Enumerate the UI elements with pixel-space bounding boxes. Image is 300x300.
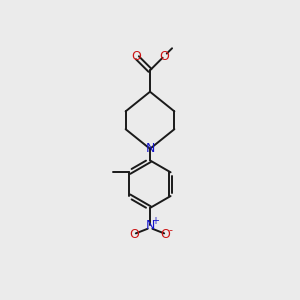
Text: O: O bbox=[130, 228, 140, 241]
Text: O: O bbox=[131, 50, 141, 63]
Text: O: O bbox=[160, 228, 170, 241]
Text: N: N bbox=[145, 219, 155, 232]
Text: N: N bbox=[145, 142, 155, 155]
Text: +: + bbox=[151, 216, 159, 226]
Text: O: O bbox=[159, 50, 169, 63]
Text: -: - bbox=[169, 225, 173, 235]
